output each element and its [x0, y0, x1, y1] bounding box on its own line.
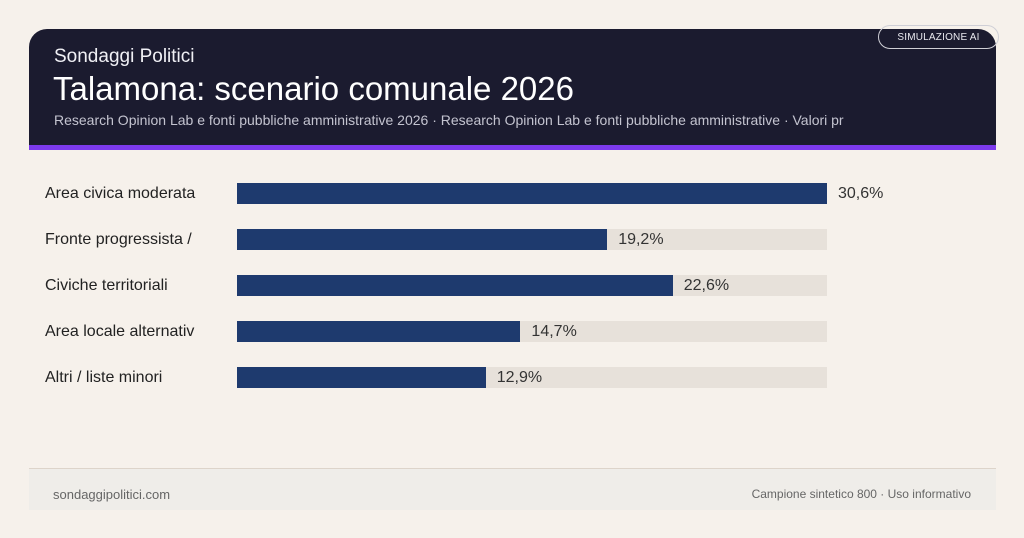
- simulation-badge: SIMULAZIONE AI: [878, 25, 999, 49]
- value-label: 14,7%: [531, 323, 577, 340]
- bar-track: [237, 229, 827, 250]
- category-label: Area locale alternativ: [45, 323, 195, 340]
- bar-track: [237, 321, 827, 342]
- footer: sondaggipolitici.com Campione sintetico …: [29, 468, 996, 510]
- category-label: Altri / liste minori: [45, 369, 163, 386]
- subtitle: Research Opinion Lab e fonti pubbliche a…: [54, 112, 844, 128]
- category-label: Fronte progressista /: [45, 231, 192, 248]
- bar-track: [237, 367, 827, 388]
- bar: [237, 321, 521, 342]
- bar-track: [237, 275, 827, 296]
- value-label: 12,9%: [496, 369, 543, 386]
- page-title: Talamona: scenario comunale 2026: [53, 70, 574, 107]
- value-label: 19,2%: [618, 231, 664, 248]
- brand-name: Sondaggi Politici: [54, 46, 195, 67]
- accent-bar: [29, 145, 996, 150]
- header-panel: [29, 29, 996, 145]
- bar: [237, 367, 486, 388]
- category-label: Civiche territoriali: [45, 277, 168, 294]
- value-label: 30,6%: [838, 185, 884, 202]
- bar: [237, 183, 827, 204]
- footer-note: Campione sintetico 800 · Uso informativo: [751, 487, 971, 501]
- bar-track: [237, 183, 827, 204]
- value-label: 22,6%: [683, 277, 730, 294]
- bar: [237, 229, 608, 250]
- footer-site: sondaggipolitici.com: [53, 487, 171, 502]
- category-label: Area civica moderata: [45, 185, 196, 202]
- bar: [237, 275, 673, 296]
